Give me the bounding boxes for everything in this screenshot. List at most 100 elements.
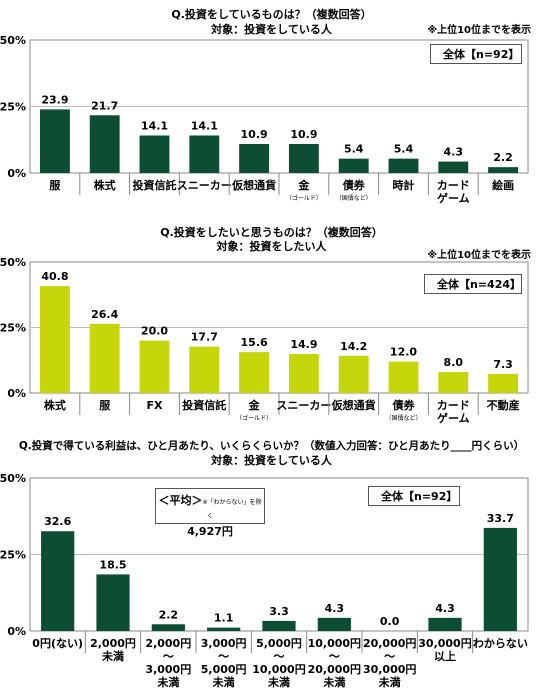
y-tick-label: 0%: [7, 625, 26, 638]
category-label: 時計: [393, 178, 415, 192]
category-label: ゲーム: [437, 191, 470, 205]
category-label: 20,000円: [363, 637, 416, 650]
data-label: 1.1: [214, 612, 234, 625]
data-label: 7.3: [493, 358, 513, 371]
y-tick-label: 25%: [0, 101, 26, 114]
category-label: 未満: [267, 675, 290, 689]
legend: 全体【n=424】: [424, 274, 522, 294]
chart-title: Q.投資をしたいと思うものは？（複数回答）: [160, 226, 383, 239]
bar: [89, 323, 120, 393]
data-label: 4.3: [325, 602, 345, 615]
chart-monthly-profit: Q.投資で得ている利益は、ひと月あたり、いくらくらいか？（数値入力回答：ひと月あ…: [0, 438, 543, 700]
data-label: 4.3: [435, 602, 455, 615]
category-label: わからない: [473, 637, 528, 650]
bar: [207, 627, 241, 631]
y-tick-label: 25%: [0, 322, 26, 335]
bar: [89, 115, 120, 173]
bar: [288, 353, 319, 393]
bar: [317, 617, 351, 631]
category-label: 30,000円: [363, 663, 416, 676]
y-tick-label: 50%: [0, 256, 26, 269]
data-label: 20.0: [141, 325, 168, 338]
category-label: 投資信託: [182, 398, 226, 412]
bar: [39, 286, 70, 393]
bar: [338, 355, 369, 393]
category-label: 5,000円: [256, 637, 302, 650]
category-label: ～: [218, 650, 229, 663]
data-label: 33.7: [487, 512, 514, 525]
category-label: 金: [248, 398, 261, 412]
data-label: 10.9: [290, 128, 317, 141]
data-label: 14.1: [191, 119, 218, 132]
category-label: 0円(ない): [32, 637, 83, 650]
category-label: スニーカー: [276, 399, 331, 412]
bar: [483, 527, 517, 631]
category-label: 債券: [342, 178, 366, 192]
y-tick-label: 50%: [0, 34, 26, 47]
data-label: 23.9: [41, 93, 68, 106]
bar-plot: 0% 25% 50% 23.9 服 21.7 株式 14.1 投資信託 14.1 スニーカー 10.9…: [0, 34, 529, 205]
data-label: 14.9: [290, 338, 317, 351]
legend-label: 全体【n=92】: [443, 48, 520, 61]
data-label: 18.5: [99, 558, 126, 571]
category-sublabel: （国債など）: [385, 414, 421, 422]
data-label: 32.6: [44, 515, 71, 528]
category-label: ～: [329, 650, 340, 663]
category-label: スニーカー: [177, 179, 232, 192]
category-label: 絵画: [492, 178, 514, 192]
data-label: 26.4: [91, 308, 118, 321]
bar: [139, 135, 170, 173]
bar-plot: 0%25%50%32.60円(ない)18.52,000円未満2.22,000円～…: [0, 472, 529, 689]
average-value: 4,927円: [187, 525, 233, 538]
category-label: 10,000円: [308, 637, 361, 650]
category-label: 仮想通貨: [231, 178, 276, 192]
bar: [388, 361, 419, 393]
category-sublabel: （ゴールド）: [236, 414, 272, 422]
data-label: 8.0: [444, 356, 464, 369]
category-label: 2,000円: [145, 637, 191, 650]
category-label: 未満: [156, 675, 179, 689]
data-label: 0.0: [380, 615, 400, 628]
data-label: 4.3: [444, 146, 464, 159]
bar: [438, 372, 469, 393]
bar: [39, 109, 70, 173]
bar: [41, 531, 75, 631]
category-label: カード: [437, 399, 470, 412]
data-label: 5.4: [394, 143, 414, 156]
category-label: 債券: [392, 398, 416, 412]
category-label: 2,000円: [90, 637, 136, 650]
category-label: ～: [163, 650, 174, 663]
bar: [239, 352, 270, 393]
category-label: 投資信託: [133, 178, 177, 192]
y-tick-label: 0%: [7, 167, 26, 180]
legend-label: 全体【n=424】: [437, 278, 522, 291]
average-note: ※「わからない」を除く: [202, 499, 262, 520]
category-label: 20,000円: [308, 663, 361, 676]
chart-invest-now: Q.投資をしているものは？（複数回答） 対象：投資をしている人 ※上位10位まで…: [0, 0, 543, 215]
data-label: 14.2: [340, 340, 367, 353]
bar-plot: 0% 25% 50% 40.8 株式 26.4 服 20.0 FX 17.7 投資信託 15.6 金 （ゴ…: [0, 256, 529, 425]
category-sublabel: （ゴールド）: [286, 194, 322, 202]
bar: [428, 617, 462, 631]
category-label: 未満: [212, 675, 235, 689]
data-label: 10.9: [241, 128, 268, 141]
category-label: ～: [274, 650, 285, 663]
chart-note: ※上位10位までを表示: [427, 250, 531, 261]
data-label: 17.7: [191, 331, 218, 344]
category-label: 株式: [94, 178, 116, 192]
chart-title: Q.投資で得ている利益は、ひと月あたり、いくらくらいか？（数値入力回答：ひと月あ…: [18, 440, 525, 452]
category-label: 30,000円: [418, 637, 471, 650]
category-label: 10,000円: [252, 663, 305, 676]
category-label: 3,000円: [145, 663, 191, 676]
data-label: 12.0: [390, 346, 417, 359]
category-label: 金: [297, 178, 310, 192]
data-label: 5.4: [344, 143, 364, 156]
category-label: 不動産: [487, 398, 520, 412]
category-label: 服: [49, 179, 61, 192]
bar: [488, 373, 519, 393]
category-label: ～: [384, 650, 395, 663]
category-label: ゲーム: [437, 411, 470, 425]
chart-invest-want: Q.投資をしたいと思うものは？（複数回答） 対象：投資をしたい人 ※上位10位ま…: [0, 222, 543, 437]
category-label: 株式: [44, 398, 66, 412]
bar: [338, 158, 369, 173]
